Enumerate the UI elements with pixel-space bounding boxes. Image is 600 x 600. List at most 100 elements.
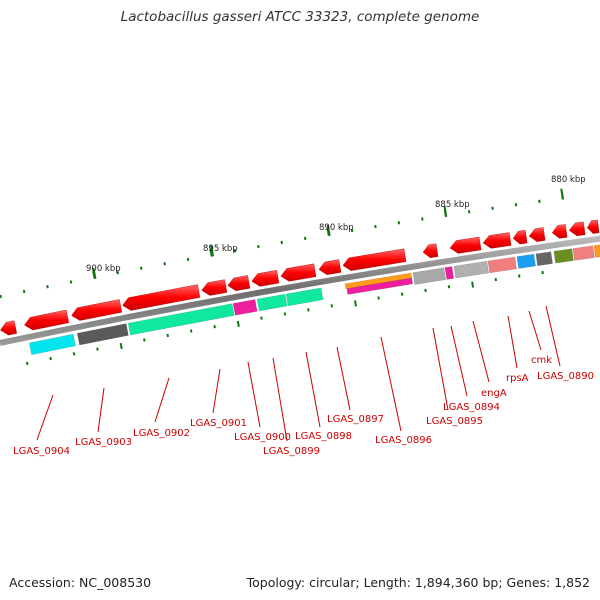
leader-line-2 — [154, 377, 170, 423]
gene-arrow-4 — [201, 279, 228, 296]
gene-arrow-13 — [512, 229, 528, 245]
inner-minor-tick — [49, 356, 52, 361]
gene-block-9 — [444, 266, 454, 280]
inner-minor-tick — [307, 308, 310, 312]
genome-backbone — [0, 235, 600, 346]
gene-block-10 — [453, 260, 489, 279]
gene-arrow-12 — [482, 232, 512, 249]
major-tick — [209, 248, 213, 257]
gene-label-lgas-0897: LGAS_0897 — [327, 414, 384, 425]
reverse-strand-genes — [28, 244, 600, 356]
gene-arrow-1 — [24, 309, 70, 331]
leader-line-3 — [212, 368, 221, 414]
gene-arrow-15 — [551, 224, 568, 239]
gene-block-3 — [232, 299, 258, 316]
leader-line-4 — [247, 361, 261, 428]
inner-minor-tick — [72, 352, 76, 356]
inner-minor-tick — [143, 338, 146, 342]
gene-block-11 — [487, 256, 517, 274]
major-tick — [326, 224, 331, 236]
gene-arrow-17 — [587, 219, 600, 234]
minor-tick — [280, 240, 284, 245]
inner-minor-tick — [330, 304, 334, 308]
inner-minor-tick — [213, 325, 216, 329]
leader-line-12 — [507, 315, 518, 369]
gene-label-cmk: cmk — [531, 355, 552, 366]
gene-block-6 — [344, 272, 412, 290]
minor-tick — [139, 266, 143, 270]
gene-block-15 — [572, 245, 595, 261]
genome-summary-text: Topology: circular; Length: 1,894,360 bp… — [246, 575, 590, 590]
gene-label-lgas-0902: LGAS_0902 — [133, 428, 190, 439]
gene-arrow-10 — [422, 243, 439, 258]
gene-label-lgas-0898: LGAS_0898 — [295, 431, 352, 442]
leader-line-1 — [97, 387, 105, 433]
gene-block-16 — [593, 244, 600, 258]
minor-tick — [163, 262, 166, 266]
gene-label-lgas-0899: LGAS_0899 — [263, 446, 320, 457]
gene-label-lgas-0903: LGAS_0903 — [75, 437, 132, 448]
inner-major-tick — [471, 281, 475, 288]
gene-arrow-6 — [251, 270, 280, 287]
minor-tick — [233, 249, 237, 253]
gene-arrow-14 — [528, 227, 546, 242]
minor-tick — [257, 244, 260, 249]
inner-major-tick — [236, 320, 240, 327]
minor-tick — [303, 236, 307, 241]
gene-label-rpsa: rpsA — [506, 373, 529, 384]
scale-ticks — [0, 188, 565, 299]
gene-block-0 — [28, 333, 76, 356]
gene-label-lgas-0894: LGAS_0894 — [443, 402, 500, 413]
forward-strand-genes — [0, 219, 600, 336]
scale-label-895kbp: 895 kbp — [203, 244, 238, 254]
gene-arrow-7 — [280, 263, 317, 282]
gene-label-lgas-0890: LGAS_0890 — [537, 371, 594, 382]
gene-block-1 — [76, 323, 129, 346]
gene-block-2 — [127, 303, 235, 336]
inner-minor-tick — [166, 333, 170, 338]
scale-labels: 900 kbp 895 kbp 890 kbp 885 kbp 880 kbp — [86, 175, 586, 274]
gene-label-lgas-0900: LGAS_0900 — [234, 432, 291, 443]
scale-label-890kbp: 890 kbp — [319, 223, 354, 233]
leader-line-13 — [528, 310, 542, 351]
gene-block-8 — [412, 267, 447, 285]
inner-ticks — [25, 270, 544, 366]
minor-tick — [0, 294, 2, 299]
leader-line-14 — [545, 305, 561, 367]
gene-block-4 — [256, 293, 288, 312]
leader-line-10 — [450, 325, 468, 397]
gene-block-12 — [516, 253, 536, 269]
leader-line-0 — [36, 394, 54, 441]
gene-label-lgas-0904: LGAS_0904 — [13, 446, 70, 457]
major-tick — [92, 267, 97, 279]
gene-arrow-0 — [0, 320, 18, 336]
scale-label-885kbp: 885 kbp — [435, 200, 470, 210]
inner-minor-tick — [260, 316, 263, 320]
minor-tick — [46, 285, 49, 289]
gene-label-lgas-0895: LGAS_0895 — [426, 416, 483, 427]
gene-block-5 — [285, 287, 324, 307]
gene-arrow-16 — [568, 221, 586, 237]
minor-tick — [22, 289, 26, 294]
minor-tick — [186, 257, 190, 262]
major-tick — [443, 205, 448, 217]
inner-minor-tick — [189, 329, 193, 333]
gene-arrow-5 — [227, 275, 251, 291]
scale-label-900kbp: 900 kbp — [86, 264, 121, 274]
label-leader-lines — [36, 305, 561, 442]
inner-minor-tick — [96, 347, 99, 351]
minor-tick — [116, 271, 120, 275]
major-tick — [210, 245, 215, 257]
scale-label-880kbp: 880 kbp — [551, 175, 586, 185]
inner-minor-tick — [25, 361, 29, 366]
gene-arrow-3 — [122, 284, 201, 311]
leader-line-5 — [272, 357, 288, 442]
leader-line-7 — [336, 346, 351, 411]
inner-minor-tick — [283, 312, 287, 316]
gene-labels: LGAS_0904 LGAS_0903 LGAS_0902 LGAS_0901 … — [13, 355, 594, 457]
leader-line-8 — [380, 336, 402, 432]
minor-tick — [69, 280, 73, 284]
gene-block-13 — [535, 251, 553, 266]
gene-block-7 — [346, 277, 413, 295]
